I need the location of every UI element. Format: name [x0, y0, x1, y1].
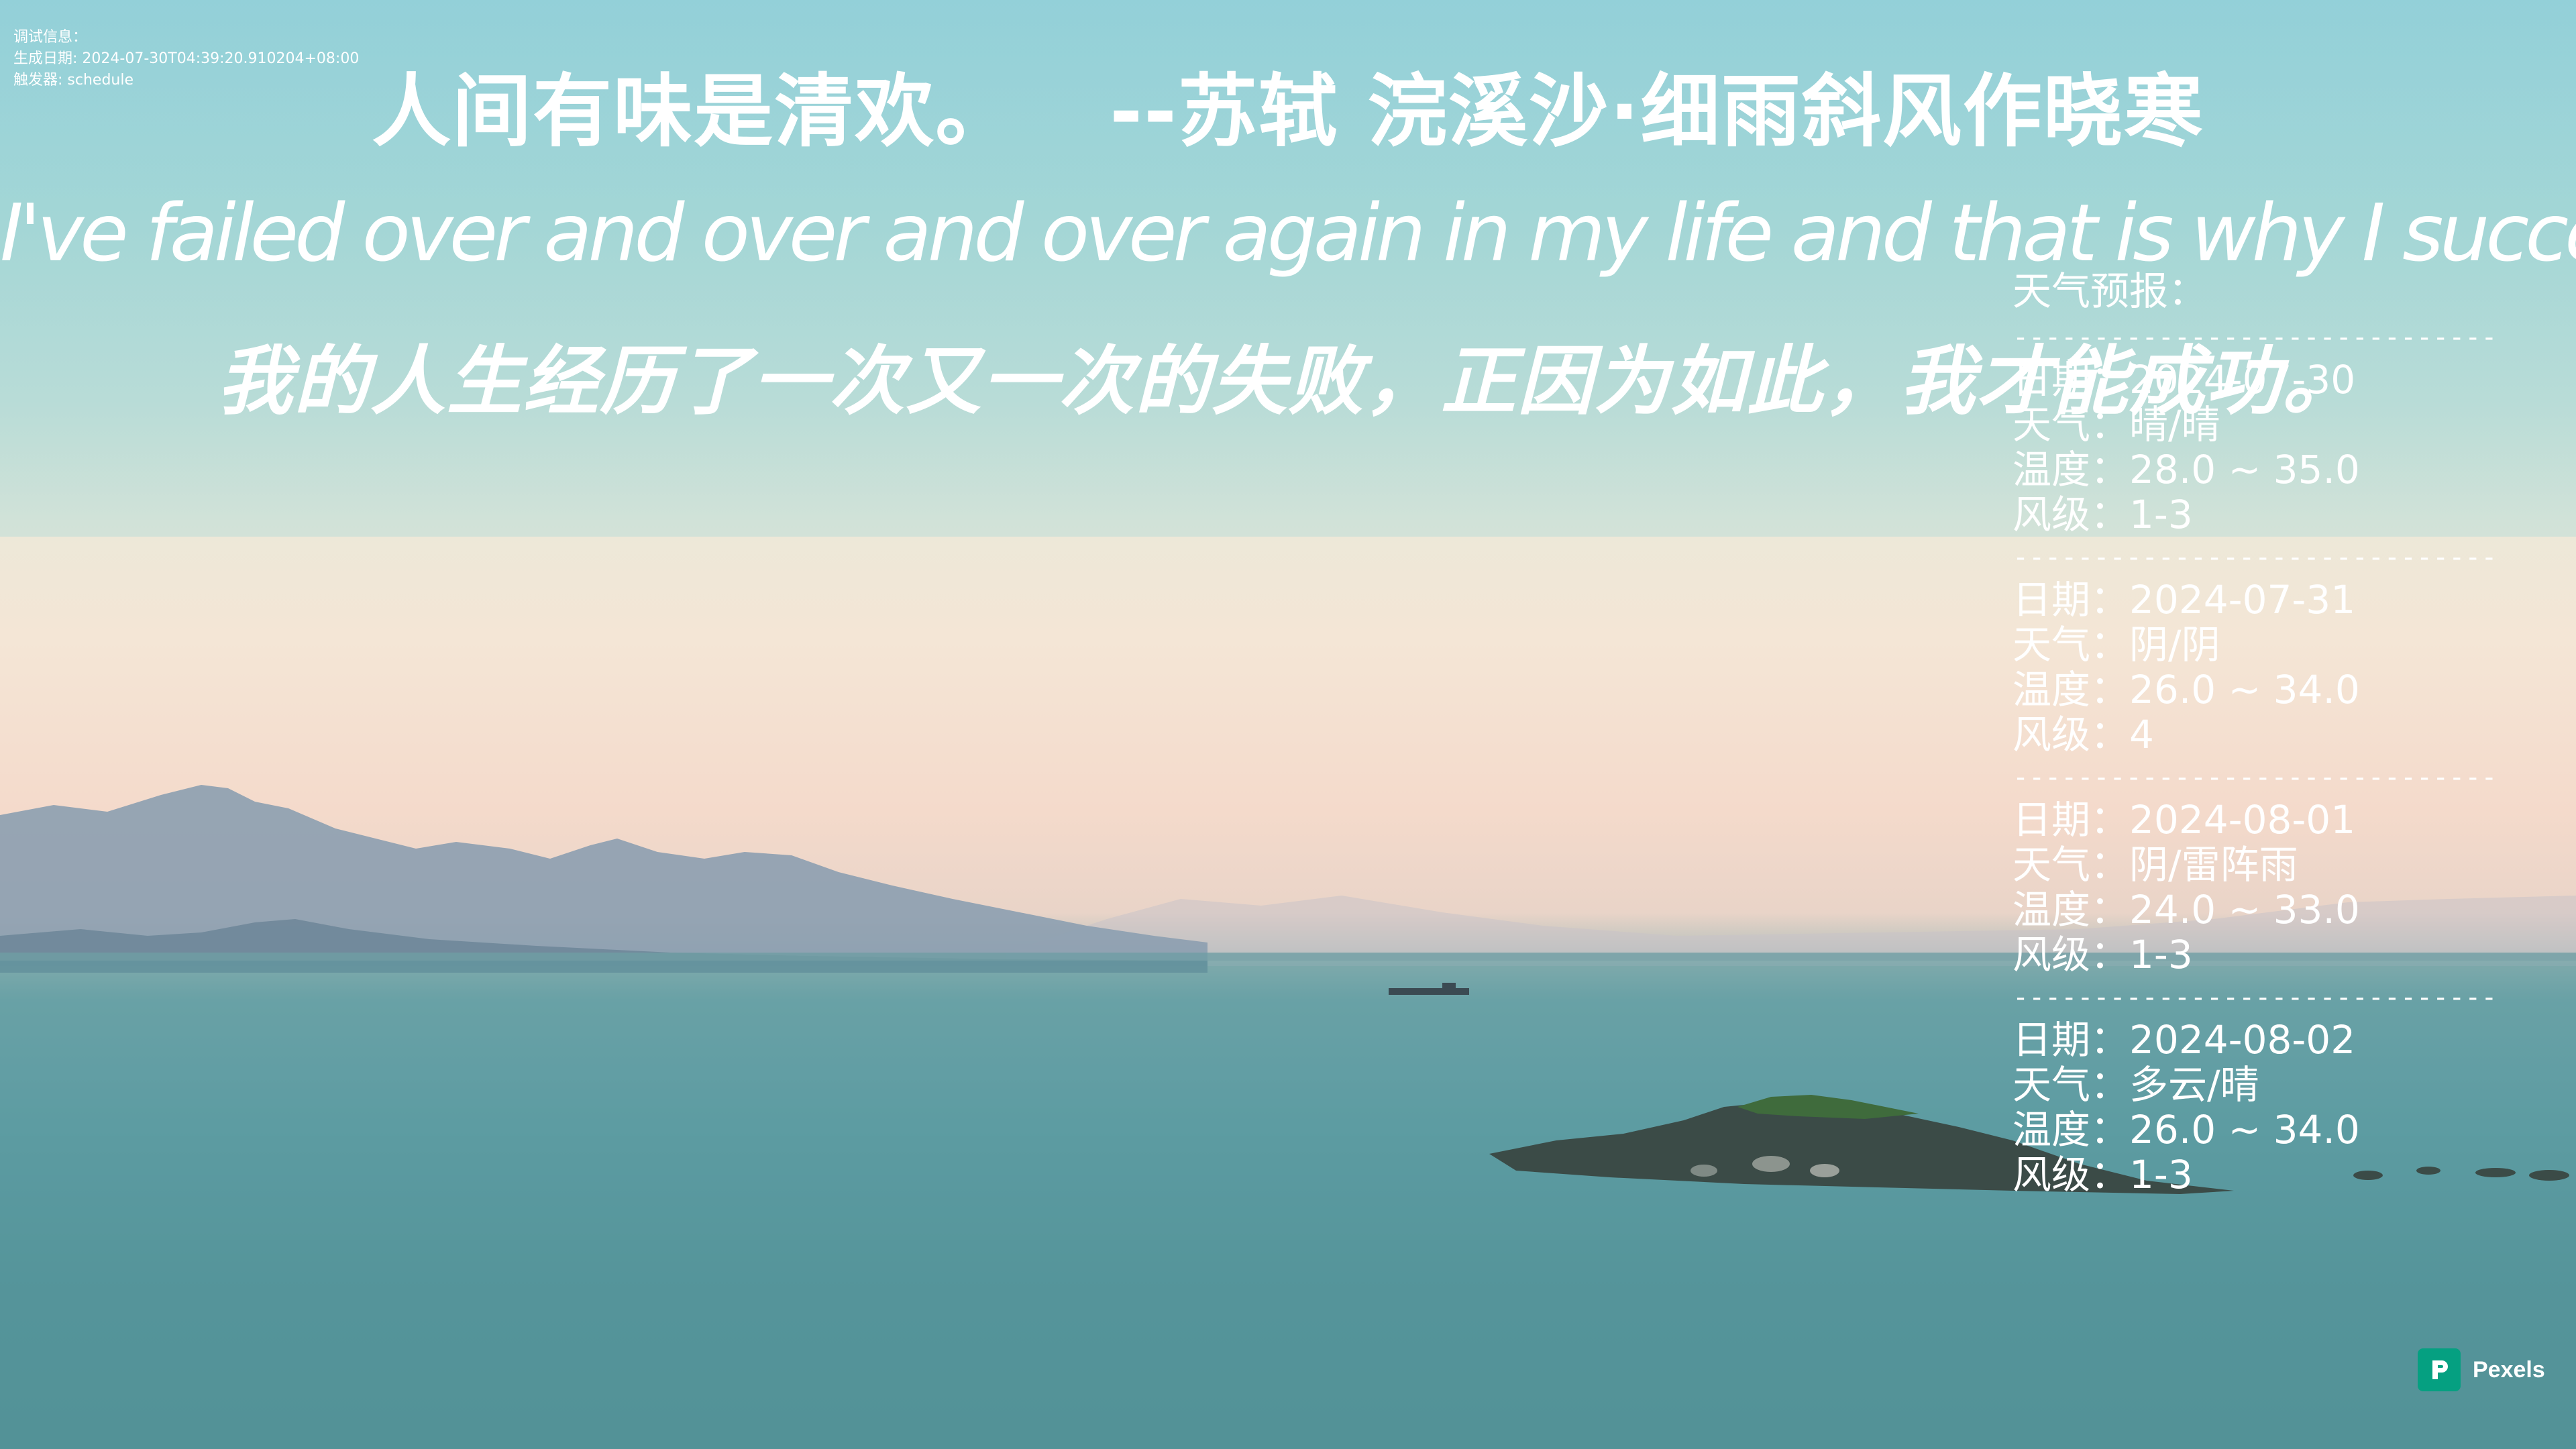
wind-label: 风级 — [2012, 712, 2091, 757]
pexels-watermark: Pexels — [2418, 1348, 2545, 1391]
poem-quote-line: 人间有味是清欢。 --苏轼 浣溪沙·细雨斜风作晓寒 — [0, 47, 2576, 162]
date-label: 日期 — [2012, 357, 2091, 402]
top-overlay-band — [0, 0, 2576, 537]
temperature-label: 温度 — [2012, 667, 2091, 712]
forecast-date-row: 日期：2024-07-31 — [2012, 577, 2356, 623]
forecast-temperature-row: 温度：26.0 ~ 34.0 — [2012, 1107, 2360, 1152]
forecast-weather: 阴/雷阵雨 — [2129, 842, 2298, 888]
distant-mountains — [1006, 896, 2576, 966]
forecast-wind-row: 风级：1-3 — [2012, 1152, 2193, 1197]
forecast-temperature: 26.0 ~ 34.0 — [2129, 667, 2360, 712]
debug-generated-label: 生成日期: — [13, 50, 78, 67]
wind-label: 风级 — [2012, 932, 2091, 977]
poem-text: 人间有味是清欢。 — [372, 65, 1016, 158]
weather-divider: ------------------------------ — [2012, 982, 2498, 1013]
forecast-date-row: 日期：2024-07-30 — [2012, 357, 2356, 402]
forecast-weather-row: 天气：晴/晴 — [2012, 402, 2220, 447]
forecast-wind: 1-3 — [2129, 932, 2193, 977]
debug-generated-row: 生成日期: 2024-07-30T04:39:20.910204+08:00 — [13, 48, 359, 70]
weather-title: 天气预报： — [2012, 268, 2208, 314]
temperature-label: 温度 — [2012, 447, 2091, 492]
forecast-temperature: 28.0 ~ 35.0 — [2129, 447, 2360, 492]
weather-label: 天气 — [2012, 622, 2091, 667]
temperature-label: 温度 — [2012, 887, 2091, 932]
island — [1489, 1100, 2234, 1194]
forecast-temperature-row: 温度：26.0 ~ 34.0 — [2012, 667, 2360, 712]
weather-label: 天气 — [2012, 1062, 2091, 1108]
forecast-date: 2024-07-31 — [2129, 577, 2356, 623]
wind-label: 风级 — [2012, 1152, 2091, 1197]
forecast-weather: 阴/阴 — [2129, 622, 2220, 667]
pexels-brand-text: Pexels — [2473, 1356, 2545, 1383]
forecast-temperature-row: 温度：28.0 ~ 35.0 — [2012, 447, 2360, 492]
forecast-date: 2024-08-02 — [2129, 1017, 2356, 1063]
forecast-weather-row: 天气：阴/雷阵雨 — [2012, 842, 2298, 888]
forecast-weather-row: 天气：阴/阴 — [2012, 622, 2220, 667]
weather-divider: ------------------------------ — [2012, 542, 2498, 573]
wind-label: 风级 — [2012, 492, 2091, 537]
weather-label: 天气 — [2012, 402, 2091, 447]
horizon-line — [0, 953, 2576, 961]
translated-quote: 我的人生经历了一次又一次的失败，正因为如此，我才能成功。 — [217, 338, 2359, 425]
debug-info: 调试信息： 生成日期: 2024-07-30T04:39:20.910204+0… — [13, 27, 359, 91]
forecast-temperature: 24.0 ~ 33.0 — [2129, 887, 2360, 932]
sea — [0, 961, 2576, 1449]
forecast-wind: 1-3 — [2129, 492, 2193, 537]
weather-label: 天气 — [2012, 842, 2091, 888]
forecast-date: 2024-08-01 — [2129, 797, 2356, 843]
debug-trigger-label: 触发器: — [13, 72, 63, 89]
forecast-weather: 多云/晴 — [2129, 1062, 2259, 1108]
ship — [1389, 988, 1469, 995]
forecast-temperature: 26.0 ~ 34.0 — [2129, 1107, 2360, 1152]
date-label: 日期 — [2012, 797, 2091, 843]
debug-generated-value: 2024-07-30T04:39:20.910204+08:00 — [82, 50, 360, 67]
forecast-wind-row: 风级：1-3 — [2012, 932, 2193, 977]
weather-forecast: 天气预报： ------------------------------ 日期：… — [2012, 265, 2497, 1197]
forecast-date: 2024-07-30 — [2129, 357, 2356, 402]
forecast-wind: 4 — [2129, 712, 2154, 757]
weather-divider: ------------------------------ — [2012, 322, 2498, 353]
forecast-weather: 晴/晴 — [2129, 402, 2220, 447]
date-label: 日期 — [2012, 577, 2091, 623]
weather-divider: ------------------------------ — [2012, 762, 2498, 793]
forecast-temperature-row: 温度：24.0 ~ 33.0 — [2012, 887, 2360, 932]
forecast-weather-row: 天气：多云/晴 — [2012, 1062, 2259, 1108]
date-label: 日期 — [2012, 1017, 2091, 1063]
forecast-wind: 1-3 — [2129, 1152, 2193, 1197]
temperature-label: 温度 — [2012, 1107, 2091, 1152]
rocks — [2353, 1171, 2383, 1180]
poem-attribution: --苏轼 浣溪沙·细雨斜风作晓寒 — [1110, 65, 2204, 158]
forecast-date-row: 日期：2024-08-02 — [2012, 1017, 2356, 1063]
pexels-logo-icon — [2418, 1348, 2461, 1391]
debug-heading: 调试信息： — [13, 29, 88, 46]
english-quote: I've failed over and over and over again… — [0, 186, 2576, 279]
forecast-date-row: 日期：2024-08-01 — [2012, 797, 2356, 843]
forecast-wind-row: 风级：1-3 — [2012, 492, 2193, 537]
debug-trigger-value: schedule — [67, 72, 134, 89]
forecast-wind-row: 风级：4 — [2012, 712, 2154, 757]
debug-trigger-row: 触发器: schedule — [13, 70, 359, 91]
